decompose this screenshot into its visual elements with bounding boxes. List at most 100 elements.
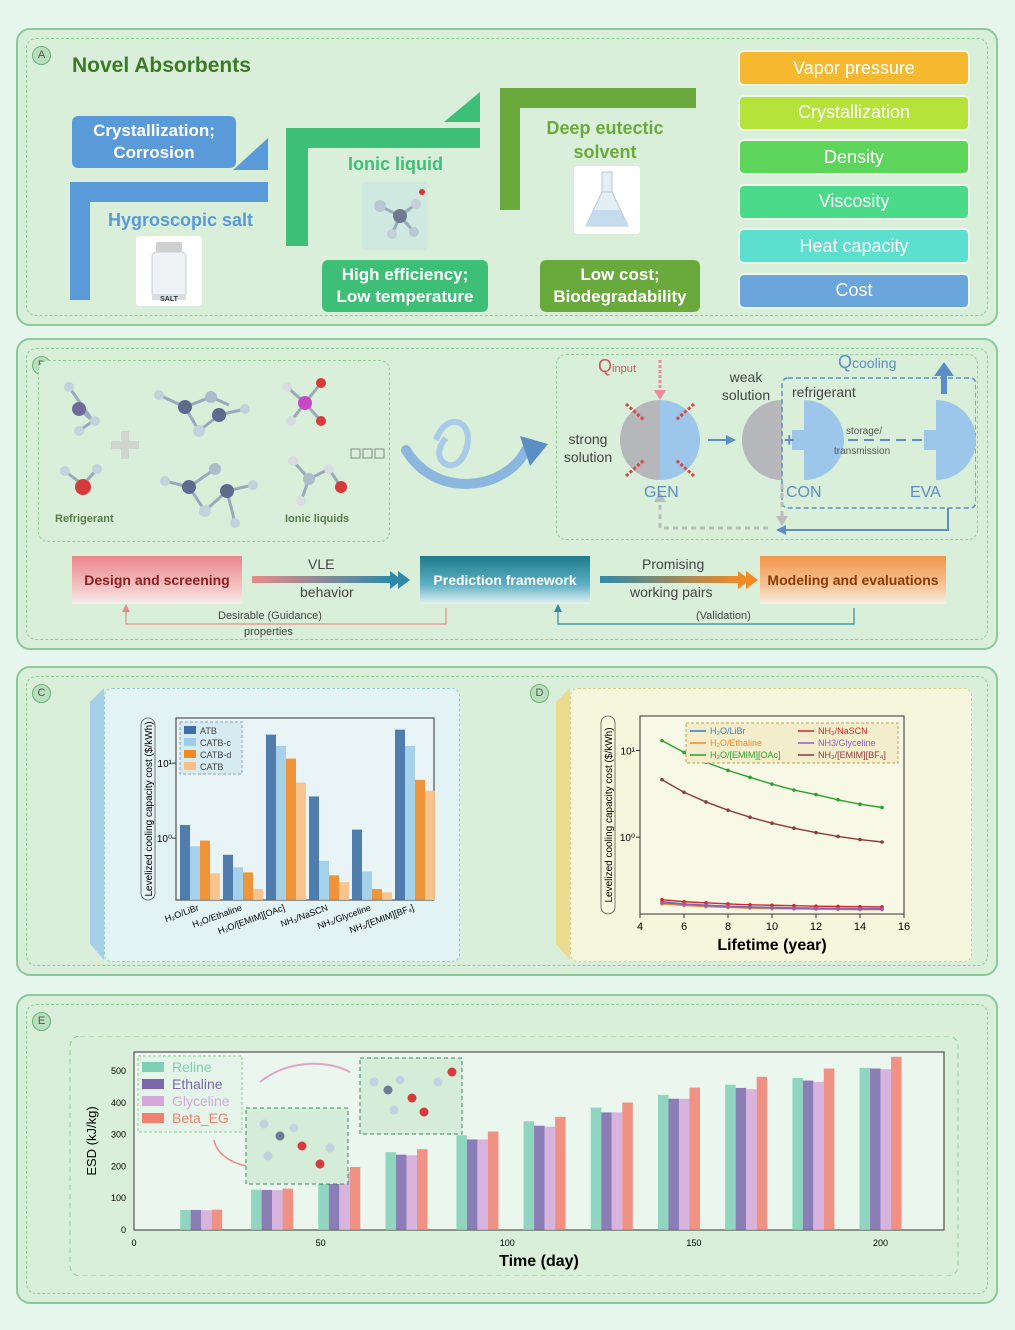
chart-d-legend-label: H₂O/LiBr <box>710 726 746 736</box>
molecule-atom <box>447 1067 457 1077</box>
panel-b-border <box>26 348 988 640</box>
chart-e-bar <box>190 1209 202 1230</box>
chart-d-ylabel: Levelized cooling capacity cost ($/kWh) <box>604 727 615 902</box>
molecule-link-arrow <box>213 1139 247 1167</box>
chart-e-legend-swatch <box>142 1096 164 1106</box>
chart-d-point <box>792 826 796 830</box>
chart-e-bar <box>487 1131 499 1230</box>
molecule-atom <box>395 1075 405 1085</box>
chart-c-bar <box>180 824 190 900</box>
swirl-arrow-icon <box>401 418 548 489</box>
chart-c-bar <box>210 873 220 900</box>
chart-c-bar <box>200 840 210 900</box>
panel-a: A Novel Absorbents Crystallization; Corr… <box>16 28 998 326</box>
chart-c-bar <box>382 892 392 900</box>
chart-e-bar <box>251 1189 262 1230</box>
molecule-atom <box>433 1077 443 1087</box>
transmission-label: transmission <box>834 446 891 457</box>
salt-name: Hygroscopic salt <box>108 210 254 230</box>
chart-c-bar <box>319 860 329 900</box>
feedback-lines <box>122 604 855 625</box>
chart-e-bar <box>678 1098 690 1230</box>
chart-c-bar <box>190 846 200 900</box>
chart-d-xtick-label: 12 <box>810 921 822 933</box>
panel-a-title: Novel Absorbents <box>72 54 251 77</box>
chart-d-point <box>770 906 774 910</box>
panel-a-label: A <box>32 46 51 65</box>
chart-e-xtick-label: 200 <box>873 1238 888 1248</box>
chart-c-bar <box>362 871 372 900</box>
chart-e-ytick-label: 100 <box>111 1193 126 1203</box>
chart-d-legend-label: NH₃/NaSCN <box>818 726 868 736</box>
chart-d-point <box>858 904 862 909</box>
chart-e-bar <box>880 1069 892 1230</box>
chart-d-legend-label: H₂O/[EMIM][OAc] <box>710 750 781 760</box>
chart-e-frame <box>69 1036 959 1276</box>
chart-e-bar <box>328 1170 340 1230</box>
chart-d-point <box>836 907 840 911</box>
chart-e-bar <box>657 1094 669 1230</box>
vle-arrow <box>252 571 410 589</box>
chart-d-point <box>660 777 664 782</box>
chart-d-xtick-label: 4 <box>637 921 643 933</box>
q-input-sub: input <box>612 363 636 375</box>
chart-e-bar <box>756 1076 768 1230</box>
chart-e-bar <box>725 1084 736 1230</box>
chart-d-xtick-label: 10 <box>766 921 778 933</box>
chart-e: 0 50 100 150 200 0 100 200 300 400 500 Time (day) ES… <box>69 1036 959 1276</box>
chart-c-legend-swatch <box>184 726 196 734</box>
chart-e-ytick-label: 0 <box>121 1225 126 1235</box>
molecules-box: Refrigerant Ionic liquids <box>38 360 390 542</box>
panel-c-label: C <box>32 684 51 703</box>
panel-a-border <box>26 38 988 316</box>
chart-d-point <box>814 830 818 835</box>
molecule-atom <box>297 1141 307 1151</box>
chart-d-xtick-label: 14 <box>854 921 866 933</box>
des-name: Deep eutectic solvent <box>546 118 664 162</box>
desirable-label: Desirable (Guidance) <box>216 610 324 622</box>
chart-c-bar <box>352 829 362 900</box>
chart-e-bar <box>891 1056 902 1230</box>
chart-e-bar <box>339 1171 350 1230</box>
molecule-atom <box>315 1159 325 1169</box>
q-input-label: Qinput <box>598 356 636 377</box>
chart-d-point <box>748 815 752 820</box>
chart-e-xtick-label: 50 <box>316 1238 326 1248</box>
chart-d-point <box>660 897 664 902</box>
chart-d-point <box>748 902 752 907</box>
molecule-atom <box>263 1151 273 1161</box>
chart-d-point <box>704 903 708 908</box>
chart-e-bar <box>456 1135 467 1230</box>
chart-d-point <box>880 840 884 844</box>
pairs-arrow <box>600 571 758 589</box>
property-cost: Cost <box>738 272 970 309</box>
chart-e-xtick-label: 150 <box>686 1238 701 1248</box>
chart-e-bar <box>201 1210 212 1230</box>
chart-e-ylabel: ESD (kJ/kg) <box>84 1106 99 1175</box>
choline-molecule-inset-icon <box>359 1057 463 1135</box>
molecule-atom <box>325 1143 335 1153</box>
ionic-name: Ionic liquid <box>348 154 443 174</box>
chart-d-point <box>682 790 686 795</box>
salt-jar-icon: SALT <box>136 236 202 306</box>
modeling-evaluations-box: Modeling and evaluations <box>760 556 946 604</box>
chart-c-legend-label: CATB <box>200 762 223 772</box>
chart-e-legend-label: Ethaline <box>172 1076 223 1092</box>
chart-d-point <box>704 901 708 905</box>
strong-solution-label: strong solution <box>563 431 613 465</box>
chart-c-legend-swatch <box>184 762 196 770</box>
chart-e-bar <box>523 1121 535 1230</box>
chart-e-bar <box>611 1112 623 1230</box>
chart-e-bar <box>544 1126 556 1230</box>
chart-d-point <box>792 903 796 908</box>
chart-e-legend-swatch <box>142 1113 164 1123</box>
chart-d-point <box>814 906 818 911</box>
panel-b: B <box>16 338 998 650</box>
chart-c-bar <box>253 889 263 900</box>
chart-e-ytick-label: 300 <box>111 1130 126 1140</box>
chart-c-bar <box>233 867 243 900</box>
des-molecule-inset-icon <box>245 1107 349 1185</box>
chart-e-bar <box>261 1189 273 1230</box>
chart-c-bar <box>223 854 233 900</box>
chart-d-point <box>836 797 840 802</box>
